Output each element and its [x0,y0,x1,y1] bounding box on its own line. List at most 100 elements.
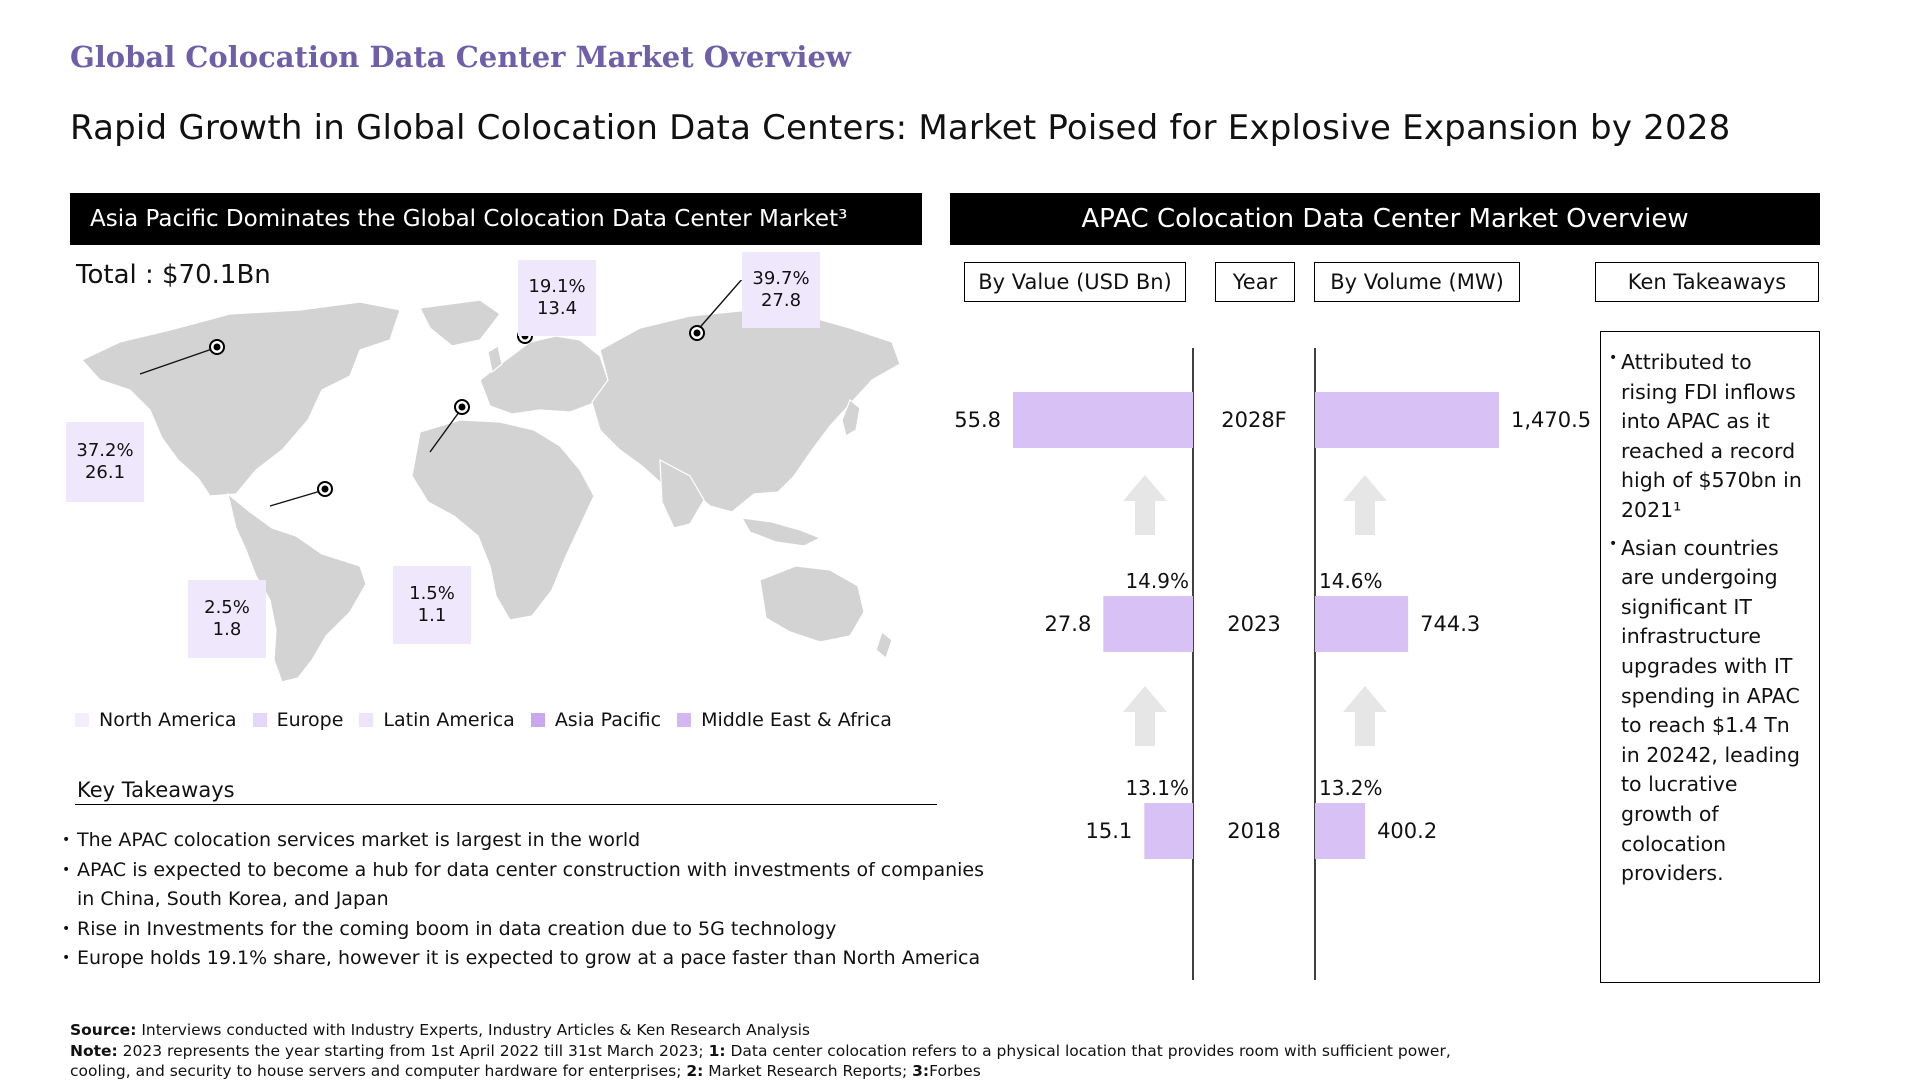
value-bar [1103,596,1193,652]
greenland-shape [419,299,501,347]
volume-data-label: 744.3 [1420,612,1480,636]
marker-asia-pacific-icon [689,325,705,341]
volume-bar [1315,392,1499,448]
page-kicker: Global Colocation Data Center Market Ove… [70,40,851,74]
volume-bar [1315,803,1366,859]
callout-middle-east-africa: 1.5% 1.1 [393,566,471,644]
note-text: Market Research Reports; [703,1062,913,1080]
value-data-label: 55.8 [954,408,1001,432]
ken-takeaways-header: Ken Takeaways [1595,262,1819,302]
note-3-label: 3: [912,1062,930,1080]
marker-north-america-icon [209,339,225,355]
footnotes: Source: Interviews conducted with Indust… [70,1020,1490,1082]
value-growth-label: 14.9% [1125,569,1189,593]
value-data-label: 15.1 [1086,819,1133,843]
legend-label: North America [99,709,237,731]
leader-asia-pacific [694,280,743,334]
volume-growth-label: 14.6% [1319,569,1383,593]
note-line: Note: 2023 represents the year starting … [70,1041,1490,1082]
australia-shape [759,565,865,643]
legend-swatch [75,713,89,727]
total-market-label: Total : $70.1Bn [76,260,271,290]
legend-item: Middle East & Africa [677,709,892,731]
list-item: Attributed to rising FDI inflows into AP… [1609,344,1811,526]
callout-share: 37.2% [76,440,134,461]
south-america-shape [227,492,367,683]
legend-swatch [252,713,267,727]
list-item: The APAC colocation services market is l… [62,826,1002,856]
marker-middle-east-africa-icon [454,399,470,415]
callout-share: 1.5% [409,583,455,604]
callout-value: 26.1 [84,462,126,483]
note-text: Forbes [929,1062,981,1080]
legend-item: Latin America [359,709,515,731]
value-bar [1013,392,1193,448]
legend-swatch [530,713,545,727]
ken-takeaways-box: Attributed to rising FDI inflows into AP… [1600,331,1820,983]
growth-arrow-icon [1123,686,1167,746]
india-shape [659,458,705,529]
note-label: Note: [70,1041,118,1060]
year-label: 2028F [1221,408,1287,432]
growth-arrow-icon [1343,686,1387,746]
key-takeaways-title: Key Takeaways [77,778,235,802]
value-growth-label: 13.1% [1125,776,1189,800]
uk-shape [487,345,503,374]
legend-label: Middle East & Africa [701,709,892,731]
volume-growth-label: 13.2% [1319,776,1383,800]
japan-shape [841,399,861,437]
north-america-shape [81,301,401,497]
marker-latin-america-icon [317,481,333,497]
legend-item: Europe [252,709,344,731]
growth-arrow-icon [1343,475,1387,535]
legend-label: Latin America [383,709,515,731]
note-text: 2023 represents the year starting from 1… [117,1041,709,1060]
legend-item: North America [75,709,237,731]
callout-value: 13.4 [536,298,578,319]
callout-north-america: 37.2% 26.1 [66,422,144,502]
europe-shape [479,335,609,415]
apac-butterfly-chart: 55.8 1,470.5 2028F 27.8 744.3 2023 15.1 400.2 20… [954,348,1590,980]
callout-value: 1.1 [417,605,447,626]
africa-shape [411,419,595,621]
volume-data-label: 1,470.5 [1511,408,1590,432]
leader-latin-america [269,489,325,507]
volume-bar [1315,596,1409,652]
page-title: Rapid Growth in Global Colocation Data C… [70,108,1731,148]
source-text: Interviews conducted with Industry Exper… [136,1021,810,1039]
note-2-label: 2: [686,1062,704,1080]
legend-label: Europe [276,709,344,731]
callout-share: 39.7% [752,268,810,289]
map-legend: North America Europe Latin America Asia Pac… [75,709,908,731]
growth-arrow-icon [1123,475,1167,535]
callout-value: 1.8 [212,619,242,640]
leader-middle-east-africa [429,407,463,453]
apac-panel-title: APAC Colocation Data Center Market Overv… [950,193,1820,245]
key-takeaways-list: The APAC colocation services market is l… [62,826,1002,974]
note-text: Data center colocation refers to a physi… [70,1041,1451,1081]
map-panel-title: Asia Pacific Dominates the Global Coloca… [70,193,922,245]
legend-item: Asia Pacific [530,709,662,731]
volume-column-header: By Volume (MW) [1314,262,1520,302]
callout-share: 2.5% [204,597,250,618]
key-takeaways-divider [75,804,937,805]
callout-asia-pacific: 39.7% 27.8 [742,252,820,328]
list-item: Rise in Investments for the coming boom … [62,915,1002,945]
legend-label: Asia Pacific [554,709,662,731]
new-zealand-shape [875,630,893,660]
note-1-label: 1: [708,1041,726,1060]
legend-swatch [359,713,374,727]
leader-north-america [139,347,216,375]
list-item: APAC is expected to become a hub for dat… [62,856,1002,915]
source-line: Source: Interviews conducted with Indust… [70,1020,1490,1041]
world-map-landmasses [81,299,901,683]
value-column-header: By Value (USD Bn) [964,262,1186,302]
source-label: Source: [70,1021,137,1039]
year-label: 2023 [1227,612,1280,636]
list-item: Europe holds 19.1% share, however it is … [62,944,1002,974]
volume-data-label: 400.2 [1377,819,1437,843]
legend-swatch [677,713,692,727]
list-item: Asian countries are undergoing significa… [1609,530,1811,889]
year-label: 2018 [1227,819,1280,843]
value-data-label: 27.8 [1045,612,1092,636]
